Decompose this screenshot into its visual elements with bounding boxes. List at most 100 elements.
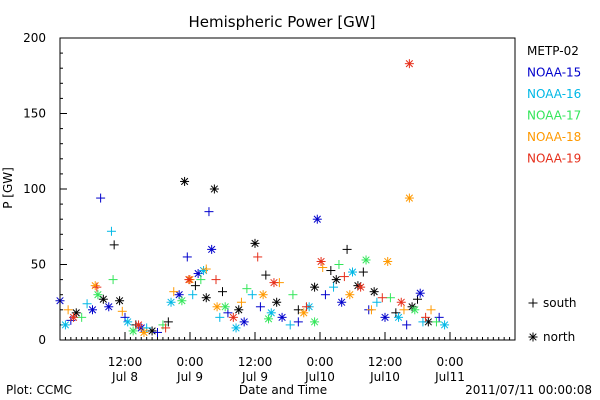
data-point [410, 305, 420, 315]
x-tick-date-label: Jul10 [369, 370, 400, 384]
y-tick-label: 50 [31, 258, 46, 272]
y-tick-label: 200 [23, 31, 46, 45]
x-tick-date-label: Jul10 [304, 370, 335, 384]
data-point [218, 287, 227, 297]
data-point [402, 320, 412, 330]
data-point [88, 305, 97, 315]
data-point [331, 275, 341, 285]
series-metp-02 [71, 176, 433, 336]
data-point [90, 281, 100, 291]
data-point [123, 317, 133, 327]
data-point [239, 317, 249, 327]
data-point [277, 312, 287, 322]
data-point [134, 320, 144, 330]
data-point [269, 278, 279, 288]
data-point [117, 306, 127, 316]
data-point [348, 267, 357, 277]
data-point [204, 207, 214, 217]
data-point [385, 293, 395, 303]
x-tick-date-label: Jul 9 [176, 370, 203, 384]
data-point [60, 320, 70, 330]
data-point [391, 308, 401, 318]
data-point [199, 266, 209, 276]
data-point [320, 290, 330, 300]
data-point [369, 287, 379, 297]
legend-entry: NOAA-17 [527, 109, 581, 123]
data-point [220, 302, 230, 312]
data-point [423, 317, 433, 327]
data-point [234, 305, 244, 315]
footer-credit: Plot: CCMC [6, 383, 72, 397]
data-point [253, 252, 263, 262]
data-point [108, 275, 118, 285]
x-tick-time-label: 0:00 [177, 355, 204, 369]
data-point [142, 323, 152, 333]
data-point [201, 264, 211, 274]
legend-entry: NOAA-18 [527, 130, 581, 144]
data-point [361, 255, 371, 265]
legend-entry: NOAA-19 [527, 152, 581, 166]
data-point [177, 296, 187, 306]
data-point [264, 314, 274, 324]
data-point [209, 184, 219, 194]
data-point [247, 290, 257, 300]
data-point [93, 290, 103, 300]
data-point [301, 302, 311, 312]
footer-timestamp: 2011/07/11 00:00:08 [465, 383, 592, 397]
legend-entry: METP-02 [527, 44, 579, 58]
data-point [372, 297, 382, 307]
data-point [339, 272, 349, 282]
y-tick-label: 150 [23, 107, 46, 121]
data-point [255, 302, 265, 312]
data-point [415, 288, 425, 298]
data-point [190, 281, 200, 291]
data-point [342, 244, 352, 254]
marker-key-north: north [528, 330, 575, 344]
data-point [310, 282, 320, 292]
y-tick-label: 0 [38, 333, 46, 347]
data-point [396, 297, 406, 307]
data-point [380, 312, 390, 322]
data-point [345, 290, 355, 300]
data-point [207, 244, 217, 254]
data-point [128, 326, 138, 336]
data-point [106, 226, 116, 236]
data-point [153, 327, 162, 337]
data-point [288, 290, 298, 300]
data-point [193, 269, 203, 279]
x-tick-time-label: 0:00 [437, 355, 464, 369]
x-tick-date-label: Jul 8 [111, 370, 138, 384]
data-point [139, 327, 149, 337]
series-noaa-15 [55, 193, 444, 337]
data-point [316, 256, 326, 266]
data-point [169, 287, 179, 297]
data-point [285, 320, 295, 330]
data-point [63, 305, 73, 315]
x-tick-time-label: 12:00 [238, 355, 273, 369]
data-point [228, 312, 238, 322]
data-point [293, 317, 303, 327]
data-point [358, 267, 368, 277]
data-point [404, 59, 414, 69]
data-point [196, 275, 206, 285]
series-noaa-17 [77, 255, 441, 336]
data-point [404, 193, 414, 203]
data-point [92, 282, 102, 292]
data-point [98, 294, 108, 304]
data-point [272, 297, 282, 307]
data-point [421, 312, 431, 322]
data-point [96, 193, 106, 203]
data-point [166, 297, 176, 307]
data-point [180, 176, 190, 186]
data-point [161, 323, 171, 333]
series-noaa-19 [69, 59, 431, 333]
data-point [366, 305, 376, 315]
data-point [236, 297, 246, 307]
data-point [109, 240, 119, 250]
plot-frame [59, 37, 516, 341]
data-point [188, 290, 198, 300]
series-noaa-18 [63, 193, 436, 337]
legend: METP-02 NOAA-15 NOAA-16 NOAA-17 NOAA-18 NOAA-… [527, 44, 581, 344]
data-point [182, 252, 192, 262]
